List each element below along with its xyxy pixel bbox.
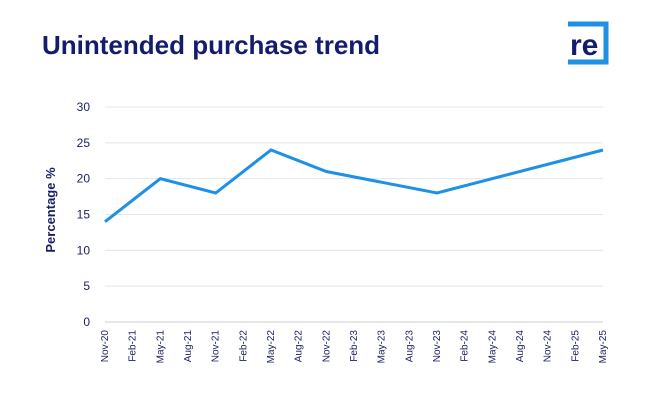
y-tick-label: 0 — [83, 315, 90, 329]
x-tick-label: Aug-23 — [404, 330, 415, 363]
x-tick-label: May-25 — [598, 330, 609, 364]
y-tick-label: 10 — [77, 243, 91, 257]
x-tick-label: Aug-22 — [294, 330, 305, 363]
x-tick-label: Feb-24 — [460, 330, 471, 362]
y-tick-label: 20 — [77, 172, 91, 186]
chart-title: Unintended purchase trend — [42, 30, 381, 60]
x-tick-label: Nov-23 — [432, 330, 443, 363]
svg-text:re: re — [570, 29, 598, 62]
x-tick-label: May-24 — [487, 330, 498, 364]
y-tick-label: 15 — [77, 208, 91, 222]
re-logo-icon: re — [568, 21, 609, 65]
x-tick-label: Feb-25 — [570, 330, 581, 362]
x-tick-label: Nov-20 — [100, 330, 111, 363]
x-tick-label: Aug-24 — [515, 330, 526, 363]
x-tick-label: Feb-21 — [128, 330, 139, 362]
x-tick-label: Feb-23 — [349, 330, 360, 362]
x-tick-label: Nov-24 — [543, 330, 554, 363]
y-axis-label: Percentage % — [43, 167, 58, 253]
y-tick-label: 30 — [77, 100, 91, 114]
y-tick-label: 5 — [83, 279, 90, 293]
x-tick-label: May-22 — [266, 330, 277, 364]
x-tick-label: Nov-22 — [321, 330, 332, 363]
y-tick-label: 25 — [77, 136, 91, 150]
x-tick-label: May-23 — [377, 330, 388, 364]
x-tick-label: Nov-21 — [211, 330, 222, 363]
x-tick-label: Feb-22 — [238, 330, 249, 362]
series-line — [104, 148, 604, 223]
x-tick-label: May-21 — [155, 330, 166, 364]
x-tick-label: Aug-21 — [183, 330, 194, 363]
